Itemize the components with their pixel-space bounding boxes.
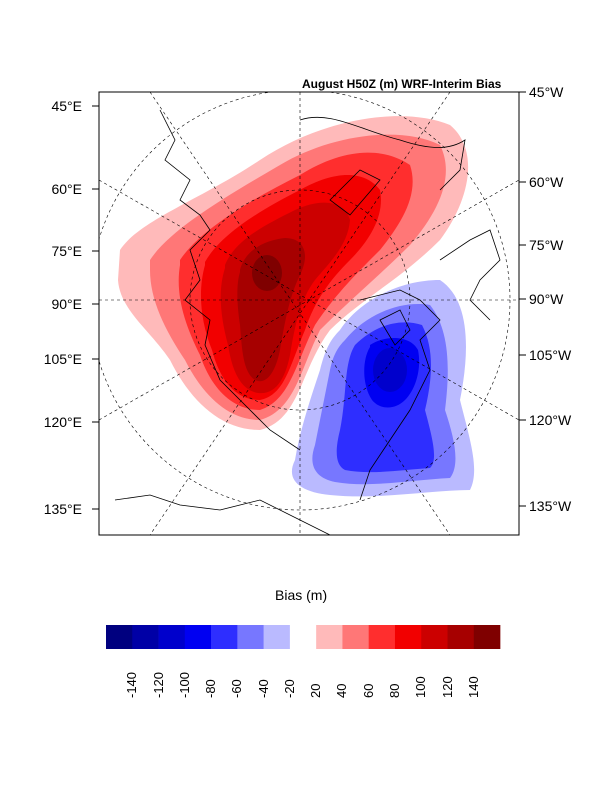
colorbar-tick-label: -80 [203, 679, 219, 698]
colorbar-swatch [184, 625, 212, 649]
lat-label: 60°E [51, 181, 82, 197]
plot-title: August H50Z (m) WRF-Interim Bias [302, 77, 502, 91]
colorbar-swatch [289, 625, 317, 649]
lat-label: 75°E [51, 243, 82, 259]
colorbar-swatch [447, 625, 475, 649]
colorbar-tick-label: -40 [255, 679, 271, 698]
lat-label: 105°E [43, 351, 82, 367]
lat-label: 135°E [43, 501, 82, 517]
lon-label: 120°W [529, 412, 572, 428]
colorbar-tick-label: 20 [308, 683, 324, 698]
lon-label: 75°W [529, 237, 564, 253]
lon-label: 45°W [529, 84, 564, 100]
colorbar-tick-label: 80 [386, 683, 402, 698]
lat-label: 45°E [51, 98, 82, 114]
colorbar-title: Bias (m) [275, 587, 328, 603]
colorbar-swatch [421, 625, 448, 649]
colorbar-tick-label: -60 [229, 679, 245, 698]
colorbar [106, 625, 501, 649]
colorbar-swatch [263, 625, 291, 649]
axis-ticks [92, 91, 526, 510]
map-frame [98, 91, 520, 536]
bias-field [118, 116, 475, 497]
colorbar-tick-label: -120 [150, 671, 166, 698]
colorbar-tick-label: 100 [413, 676, 429, 698]
red-contour-140 [252, 255, 282, 291]
coastlines [114, 109, 501, 535]
colorbar-tick-label: 40 [334, 683, 350, 698]
colorbar-tick-label: -140 [124, 671, 140, 698]
colorbar-tick-label: -20 [281, 679, 297, 698]
graticule [99, 92, 519, 535]
colorbar-tick-label: 140 [465, 676, 481, 698]
colorbar-swatch [316, 625, 343, 649]
colorbar-swatch [132, 625, 159, 649]
colorbar-swatch [342, 625, 369, 649]
lon-label: 60°W [529, 174, 564, 190]
colorbar-swatch [211, 625, 238, 649]
colorbar-swatch [473, 625, 501, 649]
colorbar-swatch [368, 625, 396, 649]
lon-label: 135°W [529, 498, 572, 514]
colorbar-swatch [158, 625, 186, 649]
colorbar-swatch [237, 625, 264, 649]
blue-contour-100 [373, 348, 407, 392]
lat-label: 90°E [51, 296, 82, 312]
lon-label: 90°W [529, 291, 564, 307]
lat-label: 120°E [43, 414, 82, 430]
colorbar-tick-label: -100 [176, 671, 192, 698]
colorbar-swatch [106, 625, 133, 649]
colorbar-tick-label: 120 [439, 676, 455, 698]
colorbar-tick-label: 60 [360, 683, 376, 698]
colorbar-swatch [394, 625, 422, 649]
lon-label: 105°W [529, 347, 572, 363]
